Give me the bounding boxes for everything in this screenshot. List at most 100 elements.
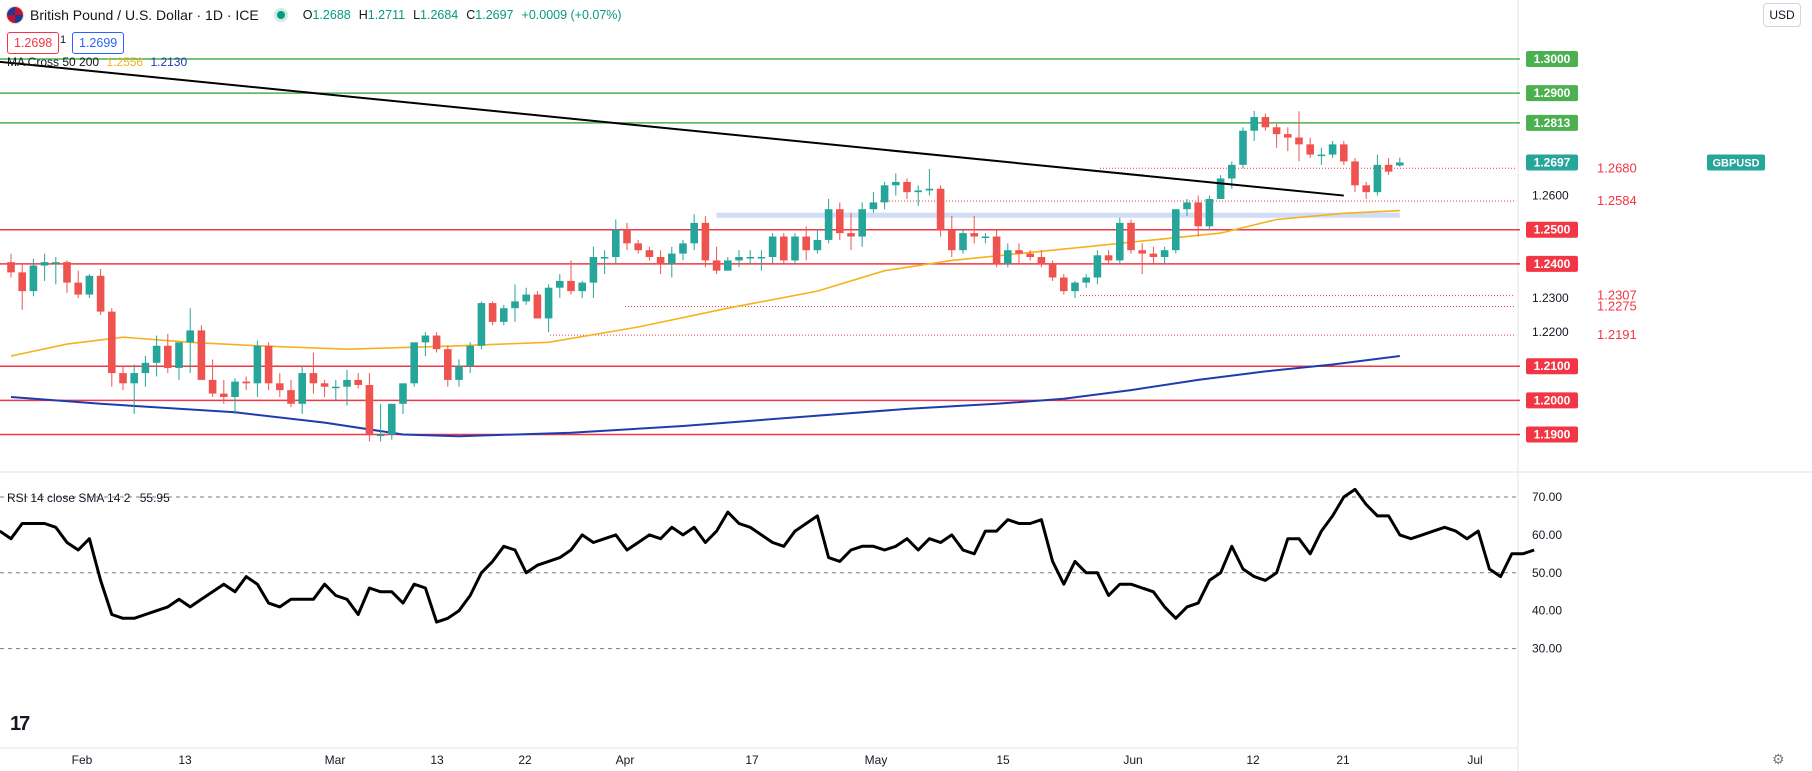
candle (1093, 250, 1102, 285)
symbol-title[interactable]: British Pound / U.S. Dollar · 1D · ICE (30, 7, 259, 23)
ma-cross-legend[interactable]: MA Cross 50 200 1.2556 1.2130 (7, 55, 187, 69)
currency-button[interactable]: USD (1763, 3, 1801, 27)
ohlc-open: O1.2688 (302, 8, 351, 22)
candle (354, 373, 362, 389)
gbp-usd-flag-icon (6, 6, 24, 24)
candle-body (108, 311, 116, 374)
trendline (0, 60, 1344, 197)
candle (220, 379, 228, 404)
candle-body (197, 330, 206, 380)
level-tag-bg (1526, 255, 1578, 272)
candle (1306, 137, 1314, 159)
candle-body (287, 390, 295, 404)
candle (970, 216, 978, 244)
candle (1194, 195, 1202, 237)
candle-body (1261, 117, 1270, 128)
buy-price-button[interactable]: 1.2699 (72, 32, 125, 54)
candle (18, 263, 26, 310)
ohlc-close: C1.2697 (466, 8, 514, 22)
candle-body (1004, 250, 1012, 264)
candle-body (992, 236, 1001, 264)
candle-body (1116, 222, 1124, 261)
sell-price-button[interactable]: 1.2698 (7, 32, 60, 54)
candle-body (1048, 263, 1057, 278)
candle-body (1015, 250, 1023, 254)
candle-body (880, 185, 889, 203)
candle (1250, 110, 1258, 141)
dotted-level-label: 1.2680 (1597, 160, 1637, 175)
price-tick-label: 1.2600 (1532, 189, 1569, 203)
candle (925, 168, 934, 196)
rsi-legend[interactable]: RSI 14 close SMA 14 2 55.95 (7, 491, 170, 505)
candle-body (802, 236, 810, 251)
candle (959, 229, 967, 254)
candle (1328, 140, 1337, 159)
candle (948, 216, 956, 258)
candle (1373, 154, 1382, 196)
candle-body (1138, 250, 1146, 254)
market-open-status-icon (276, 11, 285, 19)
candle (40, 253, 49, 281)
candle-body (645, 250, 654, 258)
time-tick-label: 12 (1246, 753, 1260, 767)
rsi-tick-label: 60.00 (1532, 528, 1562, 542)
candle (1160, 246, 1169, 264)
rsi-title: RSI 14 close SMA 14 2 (7, 491, 131, 505)
candle-body (477, 303, 486, 346)
candle-body (488, 303, 497, 322)
level-tag-label: 1.2813 (1534, 116, 1571, 130)
candle (1351, 158, 1359, 193)
ohlc-low: L1.2684 (413, 8, 459, 22)
candle (253, 340, 262, 397)
candle-body (813, 239, 822, 251)
candle (421, 332, 430, 357)
candle-body (511, 301, 519, 309)
candle-body (1205, 198, 1214, 227)
candle (690, 214, 698, 251)
candle-body (96, 275, 105, 312)
candle-body (567, 280, 575, 292)
candle-body (1384, 164, 1393, 172)
candle (1272, 123, 1281, 148)
rsi-tick-label: 30.00 (1532, 642, 1562, 656)
candle-body (376, 434, 385, 437)
candle-body (253, 345, 262, 384)
candle (1071, 280, 1079, 298)
candle-body (130, 373, 138, 384)
candle (298, 366, 306, 415)
candle (343, 369, 351, 406)
candle (320, 379, 329, 397)
candle-body (18, 272, 26, 292)
symbol-tag-label: GBPUSD (1712, 157, 1759, 169)
time-tick-label: 22 (518, 753, 532, 767)
candle-body (410, 342, 418, 384)
candle-body (612, 229, 620, 258)
gear-icon[interactable]: ⚙ (1772, 751, 1785, 767)
candle (544, 284, 553, 333)
candle (1261, 113, 1270, 131)
ma200-value: 1.2130 (150, 55, 188, 69)
level-tag-label: 1.2900 (1534, 86, 1571, 100)
candle (410, 342, 418, 387)
candle-body (1228, 164, 1236, 179)
candle-body (141, 362, 150, 374)
tradingview-logo-icon[interactable]: 17 (10, 713, 30, 735)
candle-body (220, 393, 228, 397)
candle-body (556, 280, 564, 288)
ma200-line (10, 355, 1400, 438)
candle (533, 291, 542, 319)
candle-body (903, 181, 911, 193)
candle (724, 257, 732, 271)
candle (892, 173, 900, 196)
candle-body (533, 294, 542, 319)
candle-body (1194, 202, 1202, 227)
candle-body (679, 243, 687, 254)
candle-body (52, 262, 60, 264)
candle-body (1037, 257, 1046, 264)
time-tick-label: Jul (1467, 753, 1482, 767)
candle (1015, 243, 1023, 264)
candle (152, 335, 161, 377)
candle (242, 376, 250, 391)
candle (757, 250, 766, 271)
